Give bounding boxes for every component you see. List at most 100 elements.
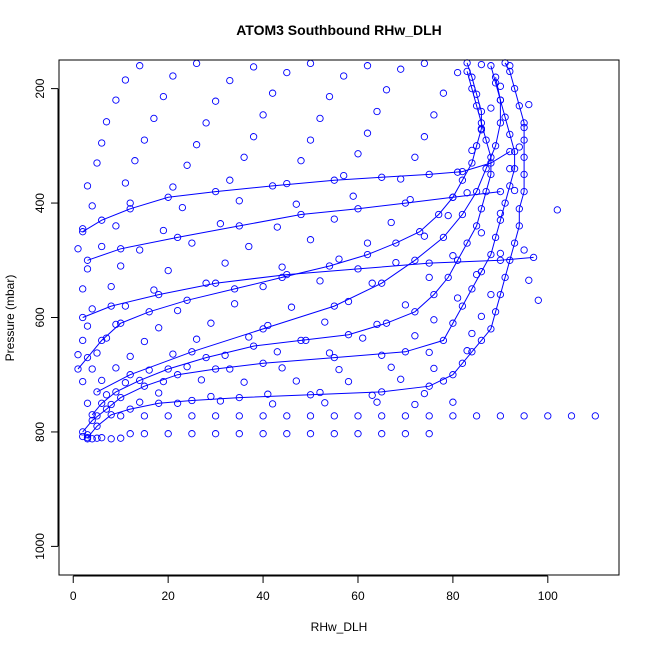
data-point-183 bbox=[468, 146, 476, 155]
series-5-point-4 bbox=[259, 325, 267, 333]
data-point-94 bbox=[192, 335, 201, 343]
data-point-223 bbox=[363, 62, 372, 70]
data-point-132 bbox=[221, 259, 229, 267]
data-point-21 bbox=[401, 430, 410, 438]
data-point-194 bbox=[102, 118, 111, 126]
data-point-129 bbox=[83, 265, 92, 273]
data-point-42 bbox=[544, 412, 552, 420]
data-point-49 bbox=[216, 397, 225, 405]
series-1-point-3 bbox=[107, 411, 115, 419]
series-4-point-22 bbox=[463, 59, 471, 67]
data-point-222 bbox=[306, 59, 315, 68]
data-point-133 bbox=[278, 263, 286, 271]
data-point-74 bbox=[145, 366, 153, 374]
series-5-point-8 bbox=[439, 233, 448, 242]
series-3-point-2 bbox=[98, 399, 106, 407]
series-8-point-6 bbox=[354, 265, 362, 273]
data-point-68 bbox=[292, 377, 300, 385]
data-point-144 bbox=[306, 236, 315, 244]
data-point-6 bbox=[117, 434, 125, 442]
series-4-point-1 bbox=[74, 365, 82, 373]
data-point-176 bbox=[93, 159, 101, 167]
series-7-point-1 bbox=[83, 256, 92, 264]
data-point-149 bbox=[112, 222, 120, 230]
series-3-point-13 bbox=[444, 273, 452, 282]
series-2-point-23 bbox=[506, 130, 514, 139]
data-point-206 bbox=[268, 89, 277, 97]
data-point-45 bbox=[83, 399, 92, 407]
data-point-123 bbox=[316, 277, 324, 285]
series-2-point-17 bbox=[491, 233, 500, 242]
data-point-122 bbox=[259, 282, 267, 291]
series-6-point-3 bbox=[126, 205, 134, 213]
data-point-47 bbox=[136, 398, 144, 406]
series-2-point-21 bbox=[510, 165, 519, 173]
data-point-182 bbox=[411, 153, 419, 161]
data-point-173 bbox=[397, 175, 405, 183]
data-point-52 bbox=[373, 398, 381, 406]
series-1-point-28 bbox=[515, 102, 523, 110]
series-4-point-6 bbox=[183, 296, 191, 304]
y-tick-label-600: 600 bbox=[33, 307, 47, 327]
series-2-point-13 bbox=[458, 302, 467, 310]
series-5-point-13 bbox=[496, 119, 505, 127]
data-point-35 bbox=[378, 412, 386, 420]
data-point-152 bbox=[273, 223, 281, 231]
series-8-point-5 bbox=[283, 270, 291, 279]
series-6-point-2 bbox=[98, 216, 106, 224]
data-point-218 bbox=[506, 62, 514, 70]
data-point-162 bbox=[292, 200, 300, 208]
series-5-point-15 bbox=[491, 73, 500, 81]
y-tick-label-200: 200 bbox=[33, 78, 47, 98]
series-2-point-7 bbox=[211, 365, 220, 373]
data-point-17 bbox=[306, 430, 315, 438]
series-5-point-11 bbox=[482, 165, 490, 173]
data-point-180 bbox=[297, 157, 305, 165]
data-point-10 bbox=[140, 430, 149, 438]
data-point-114 bbox=[344, 297, 353, 306]
data-point-87 bbox=[325, 349, 334, 357]
data-point-30 bbox=[259, 412, 267, 420]
data-point-175 bbox=[506, 165, 514, 173]
series-1-point-14 bbox=[477, 336, 486, 345]
data-point-136 bbox=[449, 252, 457, 260]
data-point-143 bbox=[245, 242, 253, 251]
series-2-point-22 bbox=[510, 147, 519, 156]
data-point-12 bbox=[188, 430, 196, 438]
series-3-point-4 bbox=[136, 376, 144, 385]
series-line-4 bbox=[77, 62, 482, 370]
data-point-159 bbox=[126, 199, 134, 207]
data-point-137 bbox=[496, 249, 505, 258]
data-point-69 bbox=[344, 377, 353, 386]
series-8-point-8 bbox=[496, 256, 505, 264]
data-point-225 bbox=[477, 60, 486, 69]
data-point-33 bbox=[330, 412, 338, 420]
series-7-point-6 bbox=[354, 205, 362, 213]
series-5-point-1 bbox=[93, 388, 101, 396]
series-5-point-2 bbox=[126, 371, 134, 379]
data-point-197 bbox=[259, 111, 267, 119]
data-point-195 bbox=[150, 114, 158, 123]
data-point-112 bbox=[230, 300, 239, 308]
data-point-16 bbox=[283, 430, 291, 438]
series-4-point-12 bbox=[416, 228, 424, 236]
data-point-25 bbox=[140, 412, 149, 420]
data-point-38 bbox=[449, 412, 457, 420]
series-3-point-19 bbox=[487, 170, 495, 179]
series-1-point-21 bbox=[515, 222, 523, 230]
data-point-181 bbox=[354, 150, 362, 158]
data-point-31 bbox=[283, 412, 291, 420]
x-tick-label-20: 20 bbox=[161, 589, 175, 603]
data-point-163 bbox=[349, 192, 357, 200]
data-point-161 bbox=[235, 197, 243, 205]
y-tick-label-400: 400 bbox=[33, 193, 47, 213]
data-point-106 bbox=[373, 320, 381, 329]
series-3-point-20 bbox=[487, 153, 495, 161]
series-6-point-1 bbox=[79, 228, 87, 236]
data-point-198 bbox=[316, 114, 324, 123]
data-point-95 bbox=[245, 333, 253, 341]
data-point-210 bbox=[496, 82, 505, 90]
data-point-118 bbox=[79, 285, 87, 293]
data-point-51 bbox=[321, 399, 329, 407]
